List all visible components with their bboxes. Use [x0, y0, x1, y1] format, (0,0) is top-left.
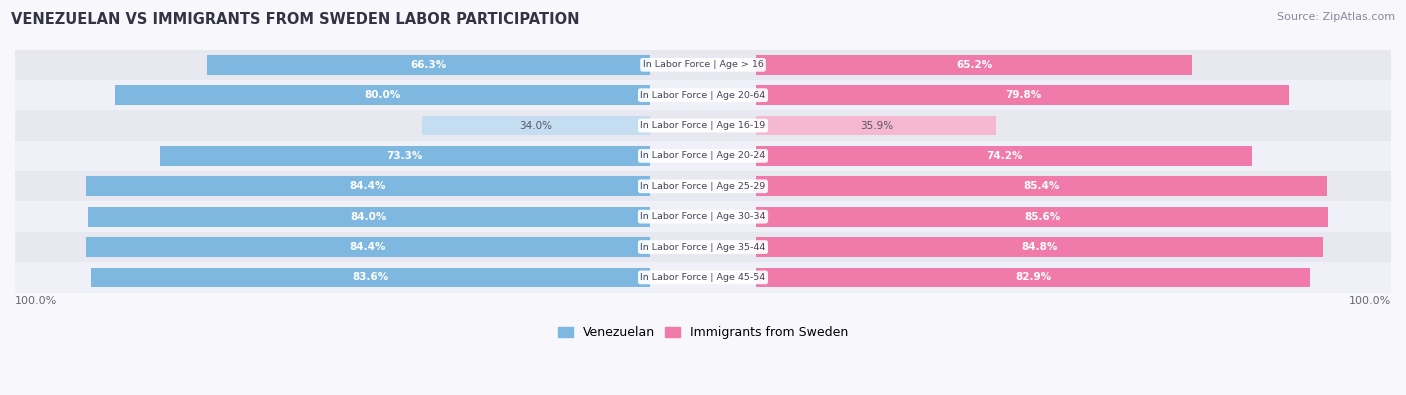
- Bar: [115, 85, 650, 105]
- Text: 84.4%: 84.4%: [350, 181, 385, 191]
- Text: 100.0%: 100.0%: [1348, 295, 1391, 306]
- Bar: [15, 262, 1391, 293]
- Text: In Labor Force | Age 20-24: In Labor Force | Age 20-24: [640, 151, 766, 160]
- Bar: [756, 207, 1329, 227]
- Text: 85.6%: 85.6%: [1024, 212, 1060, 222]
- Bar: [756, 85, 1289, 105]
- Bar: [422, 116, 650, 135]
- Bar: [86, 177, 650, 196]
- Text: 84.0%: 84.0%: [352, 212, 387, 222]
- Text: 83.6%: 83.6%: [353, 273, 388, 282]
- Bar: [91, 267, 650, 287]
- Bar: [15, 232, 1391, 262]
- Bar: [756, 55, 1192, 75]
- Bar: [207, 55, 650, 75]
- Bar: [756, 146, 1253, 166]
- Text: 79.8%: 79.8%: [1005, 90, 1040, 100]
- Text: 84.8%: 84.8%: [1022, 242, 1057, 252]
- Bar: [15, 80, 1391, 110]
- Text: 100.0%: 100.0%: [15, 295, 58, 306]
- Text: 65.2%: 65.2%: [956, 60, 993, 70]
- Text: In Labor Force | Age 35-44: In Labor Force | Age 35-44: [640, 243, 766, 252]
- Text: 34.0%: 34.0%: [519, 120, 553, 131]
- Bar: [15, 171, 1391, 201]
- Text: 35.9%: 35.9%: [860, 120, 893, 131]
- Bar: [15, 110, 1391, 141]
- Legend: Venezuelan, Immigrants from Sweden: Venezuelan, Immigrants from Sweden: [553, 321, 853, 344]
- Text: Source: ZipAtlas.com: Source: ZipAtlas.com: [1277, 12, 1395, 22]
- Text: In Labor Force | Age > 16: In Labor Force | Age > 16: [643, 60, 763, 69]
- Text: 74.2%: 74.2%: [986, 151, 1022, 161]
- Bar: [756, 267, 1310, 287]
- Text: In Labor Force | Age 20-64: In Labor Force | Age 20-64: [640, 91, 766, 100]
- Bar: [756, 177, 1327, 196]
- Bar: [15, 50, 1391, 80]
- Bar: [756, 116, 997, 135]
- Bar: [160, 146, 650, 166]
- Text: In Labor Force | Age 16-19: In Labor Force | Age 16-19: [640, 121, 766, 130]
- Bar: [756, 237, 1323, 257]
- Text: In Labor Force | Age 45-54: In Labor Force | Age 45-54: [640, 273, 766, 282]
- Text: VENEZUELAN VS IMMIGRANTS FROM SWEDEN LABOR PARTICIPATION: VENEZUELAN VS IMMIGRANTS FROM SWEDEN LAB…: [11, 12, 579, 27]
- Text: In Labor Force | Age 25-29: In Labor Force | Age 25-29: [640, 182, 766, 191]
- Text: 80.0%: 80.0%: [364, 90, 401, 100]
- Text: 84.4%: 84.4%: [350, 242, 385, 252]
- Bar: [86, 237, 650, 257]
- Text: 85.4%: 85.4%: [1024, 181, 1060, 191]
- Bar: [15, 141, 1391, 171]
- Text: In Labor Force | Age 30-34: In Labor Force | Age 30-34: [640, 212, 766, 221]
- Text: 66.3%: 66.3%: [411, 60, 446, 70]
- Text: 73.3%: 73.3%: [387, 151, 423, 161]
- Bar: [15, 201, 1391, 232]
- Bar: [89, 207, 650, 227]
- Text: 82.9%: 82.9%: [1015, 273, 1052, 282]
